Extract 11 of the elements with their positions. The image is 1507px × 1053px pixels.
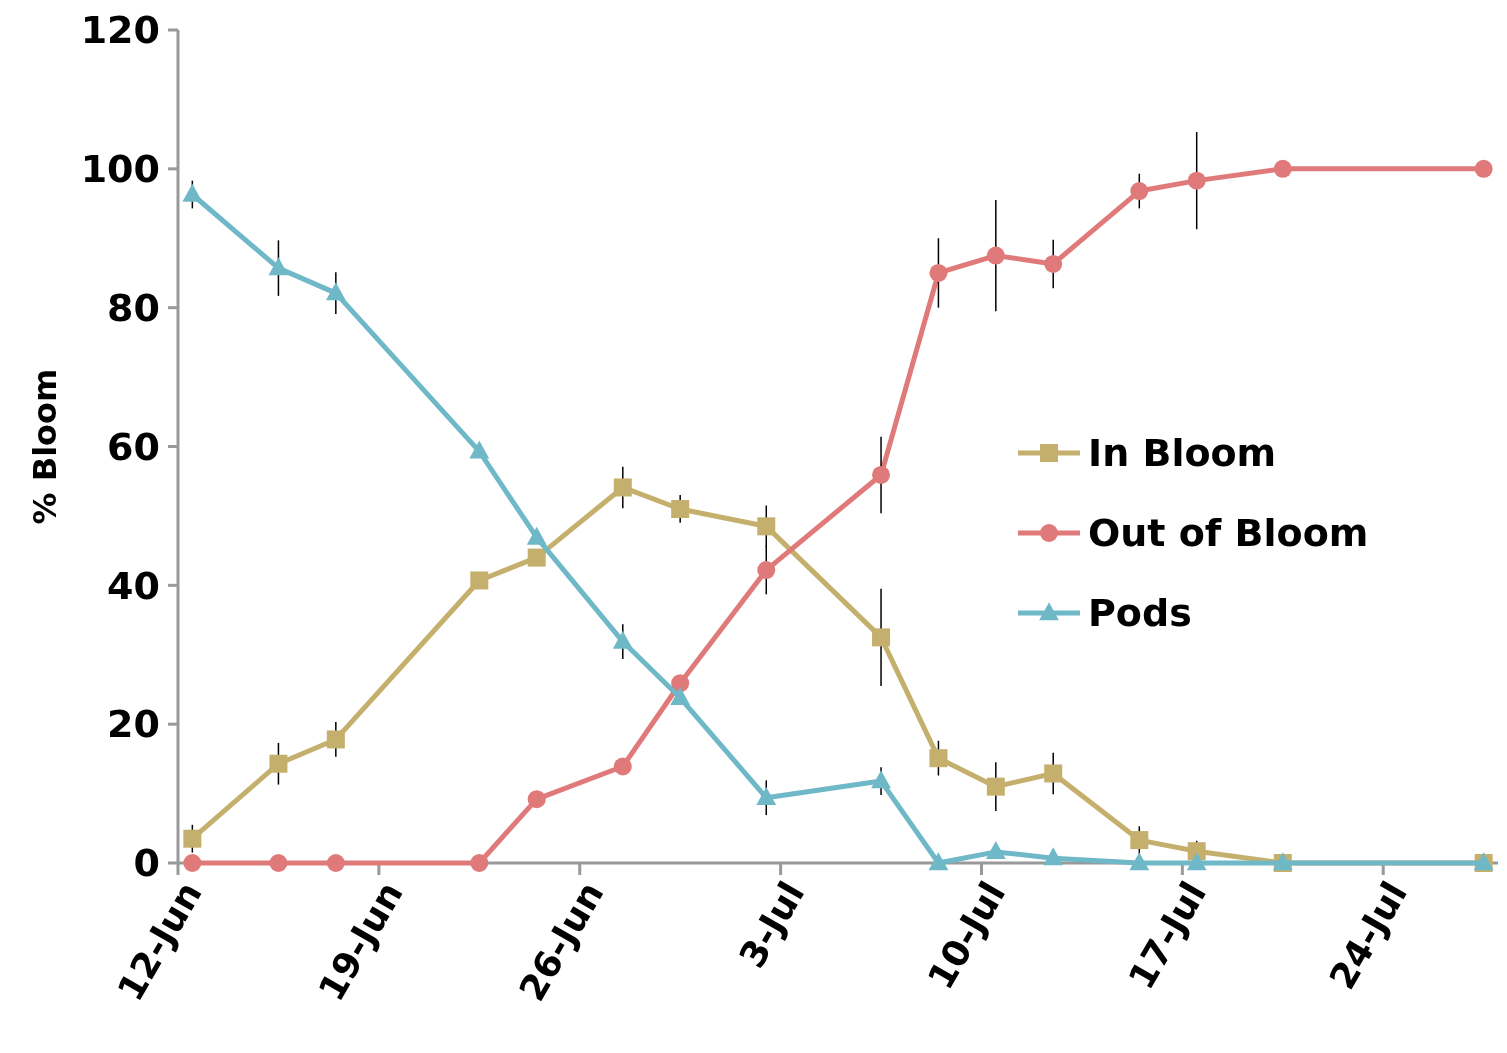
y-tick-label: 100 xyxy=(80,147,160,192)
legend-label: Pods xyxy=(1088,591,1192,636)
legend-label: In Bloom xyxy=(1088,431,1277,476)
y-tick-label: 20 xyxy=(107,702,160,747)
y-tick-label: 80 xyxy=(107,285,160,330)
y-tick-label: 60 xyxy=(107,424,160,469)
y-axis-title: % Bloom xyxy=(26,368,64,525)
y-tick-label: 120 xyxy=(80,8,160,53)
y-tick-label: 0 xyxy=(133,841,160,886)
legend-label: Out of Bloom xyxy=(1088,511,1369,556)
y-tick-label: 40 xyxy=(107,563,160,608)
